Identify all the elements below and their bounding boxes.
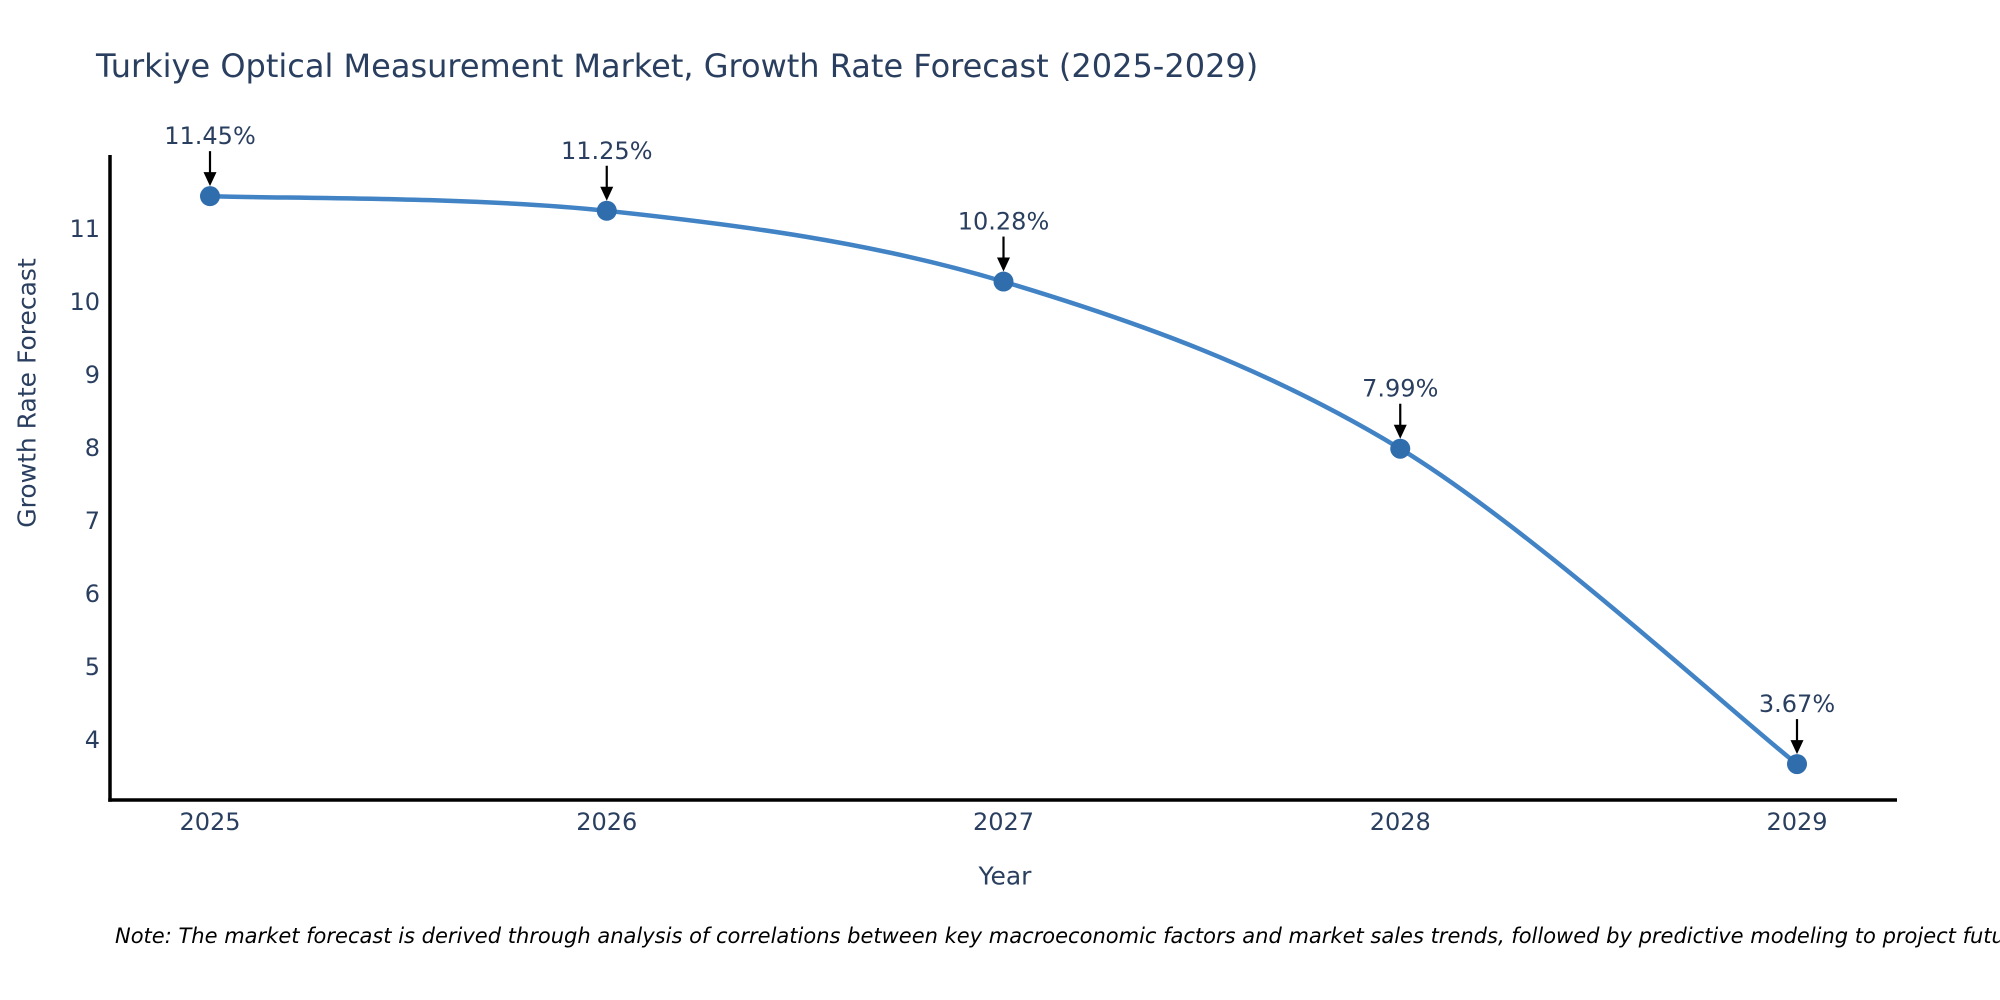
y-tick-label: 5 xyxy=(85,653,100,681)
data-point-marker xyxy=(200,186,220,207)
annotation-arrow-head xyxy=(1393,424,1407,439)
data-label: 7.99% xyxy=(1362,375,1438,403)
x-tick-label: 2025 xyxy=(179,808,240,836)
y-tick-label: 9 xyxy=(85,361,100,389)
y-tick-label: 4 xyxy=(85,726,100,754)
data-point-marker xyxy=(596,200,617,221)
annotation-arrow-head xyxy=(997,257,1010,272)
y-tick-label: 11 xyxy=(69,215,100,243)
y-tick-label: 8 xyxy=(85,434,100,462)
data-label: 3.67% xyxy=(1759,690,1835,718)
annotation-arrow-head xyxy=(600,186,614,201)
data-label: 11.45% xyxy=(164,122,256,150)
data-point-marker xyxy=(1390,438,1411,459)
footnote: Note: The market forecast is derived thr… xyxy=(115,924,2000,948)
y-tick-label: 10 xyxy=(69,288,100,316)
x-axis-title: Year xyxy=(978,861,1032,891)
forecast-line xyxy=(207,193,1800,767)
data-label: 10.28% xyxy=(958,208,1050,236)
data-label: 11.25% xyxy=(561,137,653,165)
data-point-marker xyxy=(993,271,1014,292)
chart-title: Turkiye Optical Measurement Market, Grow… xyxy=(96,47,1259,85)
x-tick-label: 2029 xyxy=(1766,808,1827,836)
annotation-arrow-head xyxy=(1790,740,1804,755)
annotation-arrow-head xyxy=(203,172,217,187)
x-tick-label: 2028 xyxy=(1370,808,1431,836)
x-tick-label: 2026 xyxy=(576,808,637,836)
x-tick-label: 2027 xyxy=(973,808,1034,836)
y-tick-label: 6 xyxy=(85,580,100,608)
y-tick-label: 7 xyxy=(85,507,100,535)
data-point-marker xyxy=(1787,754,1807,775)
